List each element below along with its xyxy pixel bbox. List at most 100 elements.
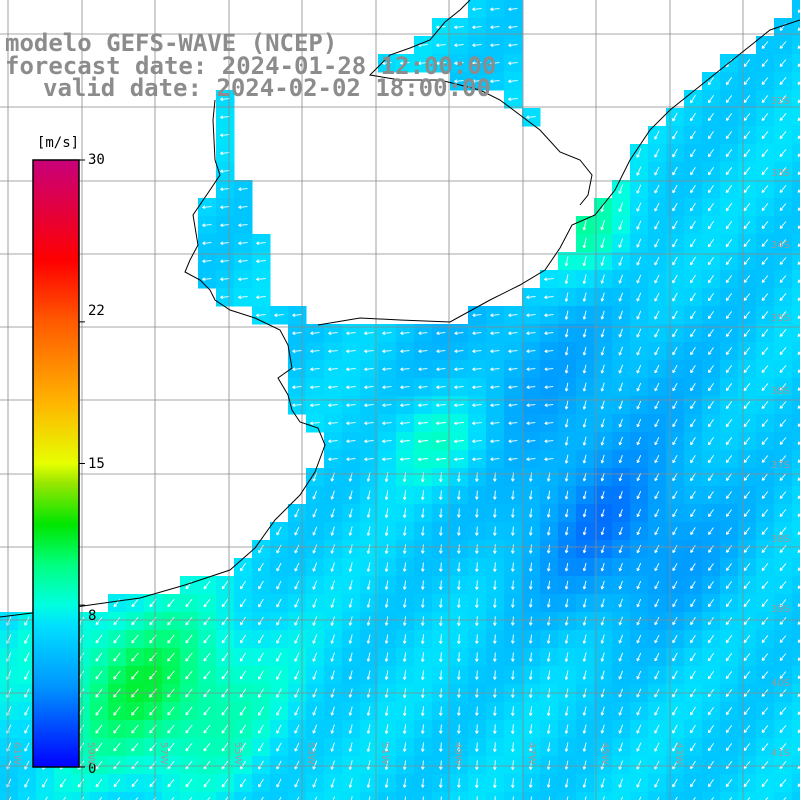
lat-label-41s: 41S [771, 748, 791, 759]
wind-arrow [294, 760, 300, 770]
wind-speed-cell [90, 792, 109, 800]
wind-arrow [582, 328, 587, 338]
wind-arrow [420, 760, 425, 770]
wind-arrow [779, 563, 787, 572]
wind-arrow [636, 491, 642, 500]
wind-arrow [743, 527, 751, 535]
lat-label-33s: 33S [771, 168, 791, 179]
wind-arrow [366, 544, 371, 554]
wind-arrow [456, 562, 461, 572]
wind-arrow [113, 616, 121, 626]
wind-arrow [472, 7, 482, 12]
wind-arrow [654, 292, 660, 302]
wind-arrow [636, 436, 642, 446]
wind-arrow [564, 598, 569, 608]
wind-arrow [294, 526, 300, 536]
wind-arrow [456, 634, 461, 644]
wind-arrow [276, 526, 282, 536]
wind-arrow [725, 652, 733, 662]
wind-arrow [707, 311, 714, 320]
wind-arrow [113, 760, 121, 770]
wind-arrow [528, 634, 533, 644]
wind-arrow [346, 421, 356, 426]
wind-arrow [474, 526, 479, 536]
wind-arrow [797, 297, 800, 302]
wind-arrow [779, 293, 787, 302]
wind-arrow [474, 778, 479, 788]
wind-arrow [708, 527, 714, 535]
wind-arrow [221, 742, 229, 752]
wind-arrow [618, 364, 624, 374]
wind-arrow [332, 796, 335, 800]
wind-arrow [582, 237, 587, 249]
wind-arrow [725, 329, 733, 338]
wind-arrow [492, 580, 497, 590]
wind-arrow [761, 365, 769, 374]
wind-arrow [418, 385, 428, 390]
lon-label-47w: 47W [526, 742, 537, 765]
wind-arrow [202, 223, 212, 228]
wind-arrow [618, 562, 623, 572]
wind-arrow [346, 385, 356, 390]
wind-arrow [330, 778, 335, 788]
wind-arrow [564, 562, 569, 572]
wind-arrow [672, 724, 678, 734]
wind-arrow [690, 112, 696, 122]
wind-arrow [725, 347, 733, 356]
wind-speed-cell [792, 486, 800, 505]
wind-speed-cell [774, 792, 793, 800]
wind-speed-cell [792, 324, 800, 343]
wind-arrow [257, 706, 264, 716]
colorbar-tick-15: 15 [88, 456, 105, 472]
wind-arrow [600, 274, 605, 284]
wind-arrow [167, 670, 175, 680]
wind-arrow [582, 400, 587, 410]
wind-arrow [440, 796, 442, 800]
wind-arrow [779, 671, 787, 679]
wind-arrow [239, 580, 246, 590]
wind-arrow [256, 259, 266, 264]
wind-speed-cell [792, 234, 800, 253]
wind-arrow [654, 490, 660, 500]
wind-arrow [582, 670, 587, 680]
wind-speed-cell [396, 792, 415, 800]
wind-arrow [761, 185, 769, 194]
wind-arrow [400, 367, 410, 372]
wind-arrow [564, 778, 569, 788]
wind-arrow [707, 149, 714, 158]
wind-arrow [203, 580, 211, 590]
wind-arrow [294, 616, 300, 626]
wind-arrow [348, 724, 353, 734]
wind-arrow [690, 760, 696, 770]
wind-arrow [294, 652, 300, 662]
wind-arrow [131, 616, 139, 626]
wind-arrow [328, 457, 338, 462]
wind-arrow [743, 491, 751, 499]
wind-arrow [438, 616, 443, 626]
wind-arrow [582, 364, 587, 374]
wind-arrow [256, 277, 266, 282]
wind-arrow [761, 149, 769, 158]
wind-arrow [761, 599, 769, 608]
wind-arrow [779, 167, 787, 176]
wind-arrow [510, 580, 515, 590]
wind-arrow [239, 598, 246, 608]
wind-arrow [761, 419, 769, 427]
wind-arrow [328, 439, 338, 444]
wind-arrow [725, 184, 733, 194]
wind-arrow [654, 202, 660, 212]
wind-arrow [761, 527, 769, 535]
wind-arrow [707, 724, 714, 734]
wind-arrow [707, 293, 714, 302]
wind-arrow [618, 491, 623, 500]
wind-speed-cell [468, 792, 487, 800]
wind-arrow [672, 220, 678, 230]
wind-arrow [492, 526, 497, 536]
wind-arrow [256, 295, 266, 300]
wind-arrow [761, 743, 769, 752]
wind-arrow [312, 778, 318, 788]
wind-arrow [761, 401, 769, 410]
wind-arrow [417, 439, 428, 444]
wind-arrow [672, 508, 678, 518]
wind-arrow [24, 724, 30, 734]
